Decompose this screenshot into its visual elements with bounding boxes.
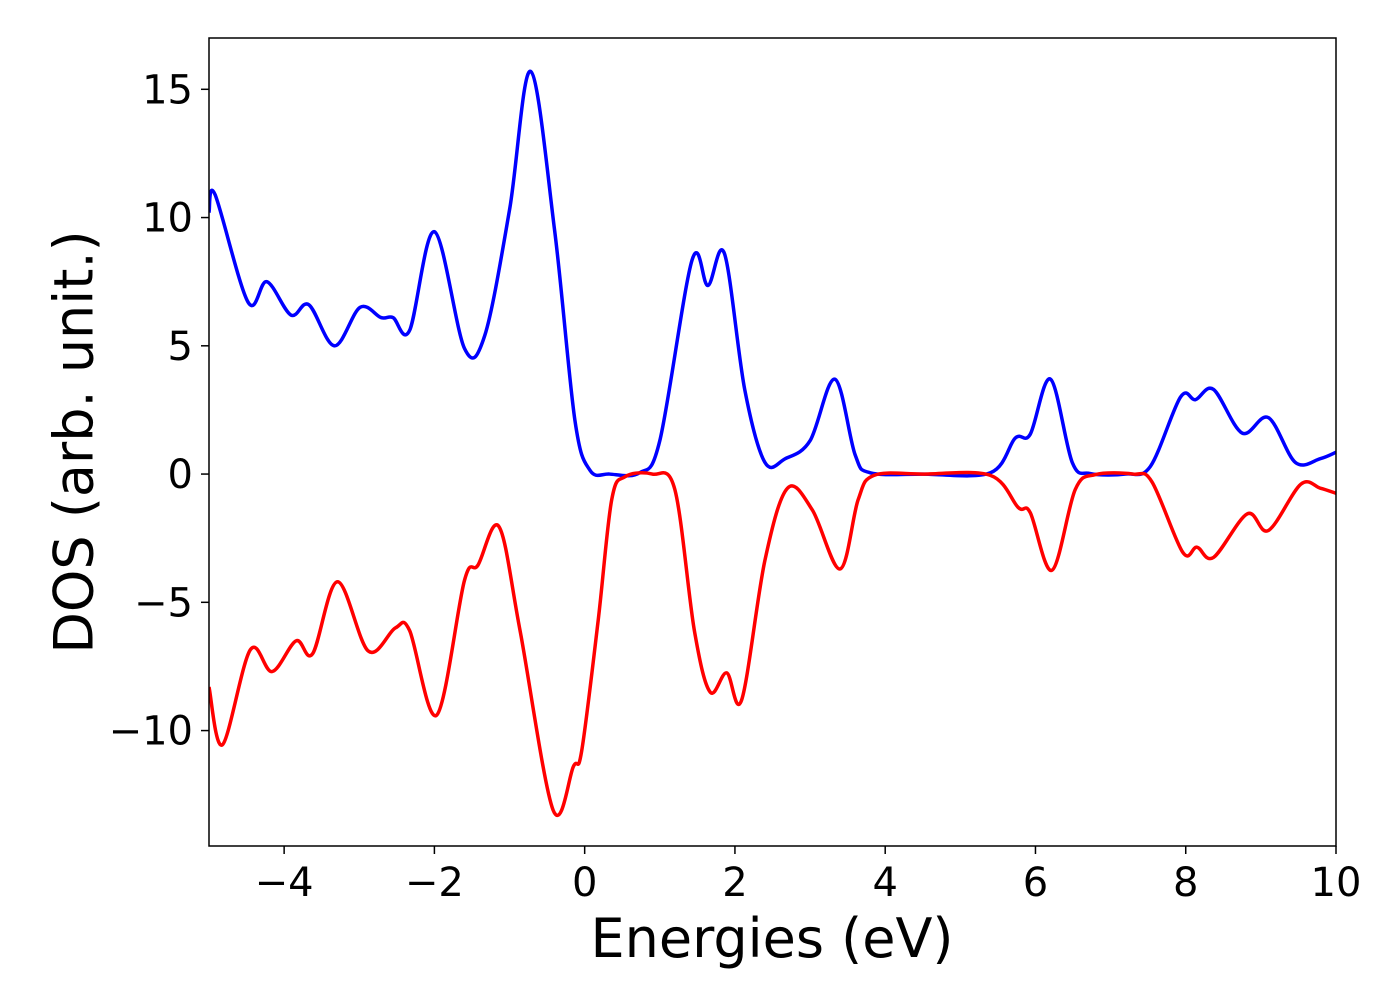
x-tick-label: 8 <box>1173 860 1198 906</box>
x-tick-label: 6 <box>1023 860 1048 906</box>
y-tick-label: −5 <box>134 580 193 626</box>
x-axis-label: Energies (eV) <box>591 907 954 970</box>
x-tick-label: 10 <box>1311 860 1362 906</box>
series-line <box>209 69 1336 478</box>
x-tick-label: −2 <box>405 860 464 906</box>
plot-frame <box>208 37 1337 847</box>
y-tick-label: 0 <box>168 452 193 498</box>
y-tick-label: 5 <box>168 324 193 370</box>
x-tick-label: 4 <box>872 860 897 906</box>
series-line <box>209 470 1336 817</box>
y-tick-label: 15 <box>142 67 193 113</box>
y-tick-label: 10 <box>142 196 193 242</box>
y-axis-label: DOS (arb. unit.) <box>43 230 106 653</box>
x-tick-label: 0 <box>572 860 597 906</box>
y-tick-label: −10 <box>109 709 193 755</box>
x-tick-label: 2 <box>722 860 747 906</box>
x-tick-label: −4 <box>255 860 314 906</box>
